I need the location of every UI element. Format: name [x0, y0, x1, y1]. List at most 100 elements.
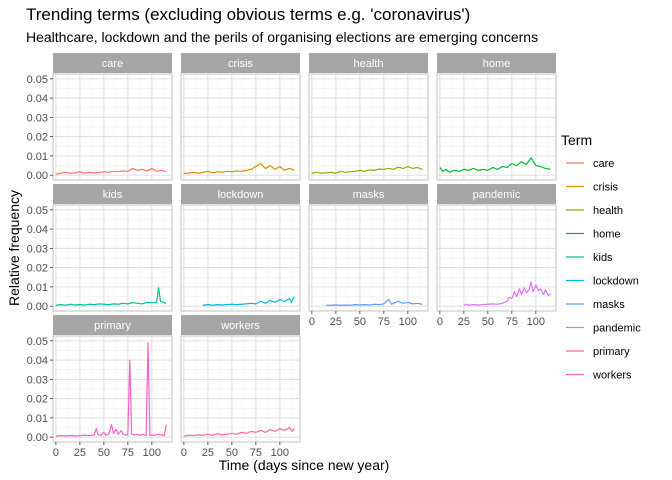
legend-label: kids — [593, 252, 613, 264]
facet-strip-label: kids — [103, 189, 123, 201]
x-tick-label: 75 — [250, 447, 262, 459]
x-tick-label: 50 — [226, 447, 238, 459]
facet-panel-workers: workers 0 25 50 75 100 — [180, 315, 301, 459]
legend-label: lockdown — [593, 276, 639, 288]
y-tick-label: 0.05 — [27, 74, 48, 86]
y-tick-label: 0.05 — [27, 205, 48, 217]
y-tick-label: 0.01 — [27, 151, 48, 163]
x-tick-label: 100 — [143, 447, 161, 459]
legend-label: health — [593, 205, 623, 217]
legend-label: crisis — [593, 182, 619, 194]
y-tick-label: 0.05 — [27, 336, 48, 348]
x-tick-label: 0 — [53, 447, 59, 459]
x-tick-label: 0 — [309, 316, 315, 328]
facet-strip-label: pandemic — [473, 189, 521, 201]
legend-item-kids: kids — [566, 252, 613, 264]
facet-strip — [437, 184, 556, 204]
series-line-crisis — [183, 163, 295, 174]
y-tick-label: 0.03 — [27, 243, 48, 255]
x-tick-label: 50 — [354, 316, 366, 328]
series-line-health — [311, 165, 423, 174]
x-tick-label: 100 — [527, 316, 545, 328]
facet-strip — [181, 53, 300, 73]
legend-item-care: care — [566, 158, 614, 170]
y-tick-label: 0.02 — [27, 394, 48, 406]
x-tick-label: 100 — [399, 316, 417, 328]
legend-label: home — [593, 229, 621, 241]
legend-item-primary: primary — [566, 346, 630, 358]
facet-panel-care: care 0.00 0.01 0.02 0.03 0.04 0.05 — [27, 53, 173, 182]
y-tick-label: 0.03 — [27, 374, 48, 386]
y-tick-label: 0.04 — [27, 355, 48, 367]
facet-strip-label: crisis — [228, 58, 254, 70]
y-tick-label: 0.01 — [27, 413, 48, 425]
legend: Term care crisis health home kids lockdown mas… — [561, 132, 641, 382]
x-tick-label: 75 — [378, 316, 390, 328]
legend-item-workers: workers — [566, 370, 632, 382]
facet-panel-home: home — [436, 53, 557, 181]
facet-panel-crisis: crisis — [180, 53, 301, 181]
legend-title: Term — [561, 132, 592, 148]
facet-panels: care 0.00 0.01 0.02 0.03 0.04 0.05 crisis health… — [27, 53, 557, 459]
x-tick-label: 25 — [330, 316, 342, 328]
x-tick-label: 50 — [482, 316, 494, 328]
facet-strip-label: masks — [353, 189, 385, 201]
y-tick-label: 0.02 — [27, 132, 48, 144]
series-line-lockdown — [202, 296, 295, 306]
x-tick-label: 75 — [506, 316, 518, 328]
legend-item-crisis: crisis — [566, 182, 619, 194]
x-tick-label: 25 — [74, 447, 86, 459]
y-tick-label: 0.03 — [27, 112, 48, 124]
facet-strip — [181, 184, 300, 204]
legend-label: care — [593, 158, 614, 170]
y-tick-label: 0.01 — [27, 282, 48, 294]
facet-strip-label: lockdown — [218, 189, 264, 201]
facet-strip — [437, 53, 556, 73]
y-tick-label: 0.04 — [27, 224, 48, 236]
x-tick-label: 25 — [202, 447, 214, 459]
facet-strip — [53, 53, 172, 73]
facet-strip — [309, 184, 428, 204]
facet-panel-masks: masks 0 25 50 75 100 — [308, 184, 429, 328]
y-axis-title: Relative frequency — [6, 190, 22, 306]
legend-item-lockdown: lockdown — [566, 276, 639, 288]
facet-panel-lockdown: lockdown — [180, 184, 301, 312]
legend-item-home: home — [566, 229, 621, 241]
chart-title: Trending terms (excluding obvious terms … — [26, 5, 470, 24]
legend-label: workers — [592, 370, 632, 382]
series-line-care — [55, 167, 167, 175]
legend-item-health: health — [566, 205, 623, 217]
series-line-kids — [55, 287, 167, 306]
series-line-pandemic — [463, 281, 551, 306]
chart-subtitle: Healthcare, lockdown and the perils of o… — [26, 29, 538, 45]
x-tick-label: 100 — [271, 447, 289, 459]
facet-panel-pandemic: pandemic 0 25 50 75 100 — [436, 184, 557, 328]
x-tick-label: 50 — [98, 447, 110, 459]
x-tick-label: 0 — [181, 447, 187, 459]
x-tick-label: 25 — [458, 316, 470, 328]
y-tick-label: 0.00 — [27, 170, 48, 182]
legend-label: masks — [593, 299, 625, 311]
facet-strip — [53, 184, 172, 204]
series-line-home — [439, 157, 551, 173]
x-axis-title: Time (days since new year) — [219, 457, 390, 473]
facet-strip-label: home — [483, 58, 511, 70]
legend-item-pandemic: pandemic — [566, 323, 641, 335]
facet-panel-kids: kids 0.00 0.01 0.02 0.03 0.04 0.05 — [27, 184, 173, 313]
facet-strip-label: health — [354, 58, 384, 70]
y-tick-label: 0.02 — [27, 263, 48, 275]
series-line-primary — [55, 342, 167, 437]
y-tick-label: 0.00 — [27, 301, 48, 313]
y-tick-label: 0.00 — [27, 432, 48, 444]
facet-strip-label: primary — [94, 320, 131, 332]
series-line-masks — [326, 298, 423, 306]
legend-label: primary — [593, 346, 630, 358]
facet-panel-health: health — [308, 53, 429, 181]
facet-strip — [53, 315, 172, 335]
facet-panel-primary: primary 0.00 0.01 0.02 0.03 0.04 0.05 0 25 50 75 10… — [27, 315, 173, 459]
y-tick-label: 0.04 — [27, 93, 48, 105]
legend-item-masks: masks — [566, 299, 625, 311]
x-tick-label: 0 — [437, 316, 443, 328]
x-tick-label: 75 — [122, 447, 134, 459]
